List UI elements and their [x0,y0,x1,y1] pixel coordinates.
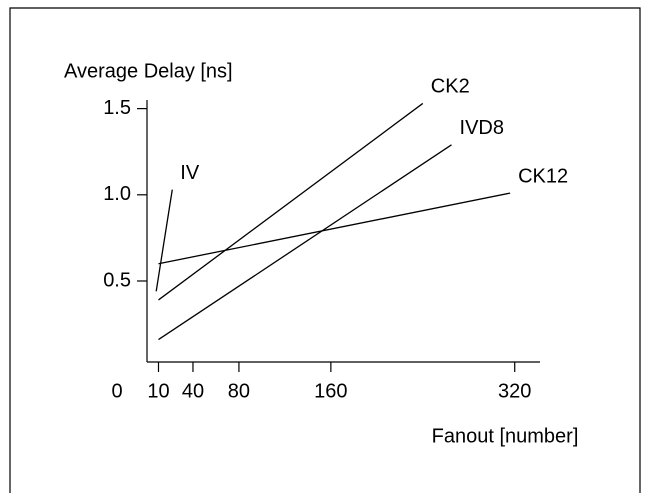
series-line [155,189,173,292]
series-line [158,192,511,265]
x-tick-label: 10 [147,380,169,402]
series-line [158,102,424,301]
x-axis-label: Fanout [number] [432,425,579,447]
x-tick-label: 80 [228,380,250,402]
series-label: IV [180,162,200,184]
series-label: CK2 [431,76,470,98]
series-line [158,144,452,341]
x-tick-label: 40 [182,380,204,402]
y-tick-label: 1.5 [103,97,131,119]
y-tick-label: 1.0 [103,183,131,205]
x-tick-label: 0 [111,380,122,402]
series-label: IVD8 [460,117,504,139]
series-label: CK12 [518,165,568,187]
figure-frame [9,7,641,493]
y-axis-label: Average Delay [ns] [64,60,233,82]
x-tick-label: 320 [498,380,531,402]
x-tick-label: 160 [314,380,347,402]
y-tick-label: 0.5 [103,269,131,291]
